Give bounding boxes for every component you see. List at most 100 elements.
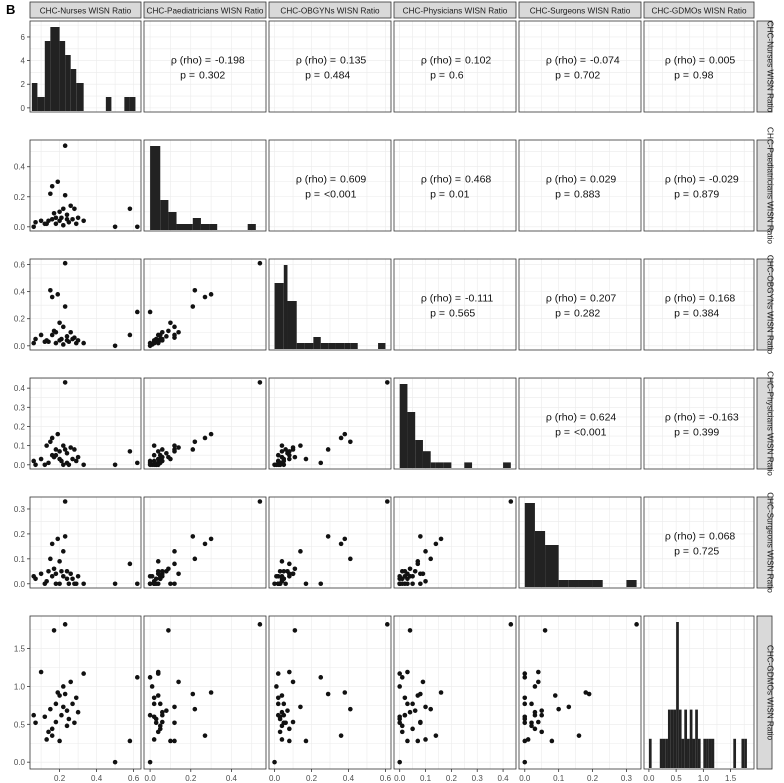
scatter-point [48, 191, 53, 197]
p-value: 0.484 [324, 70, 350, 82]
scatter-point [157, 701, 163, 707]
scatter-point [202, 541, 208, 547]
rho-value: -0.029 [709, 174, 739, 186]
scatter-point [292, 454, 298, 460]
cell-border [643, 496, 755, 589]
scatter-point [192, 706, 198, 712]
column-strip-label: CHC-GDMOs WISN Ratio [651, 7, 747, 16]
scatter-point [127, 332, 133, 338]
cell-border [643, 20, 755, 113]
rho-value: 0.468 [465, 174, 491, 186]
scatter-point [172, 449, 177, 454]
histogram-bar [443, 462, 452, 468]
scatter-point [318, 460, 324, 466]
scatter-point [61, 206, 66, 212]
scatter-point [202, 294, 208, 300]
scatter-point [385, 499, 390, 504]
scatter-point [164, 708, 169, 713]
scatter-point [160, 568, 165, 574]
cell-r3-c3 [393, 377, 517, 470]
cell-background [644, 21, 754, 112]
y-axis-row-5: 0.0 0.5 1.0 1.5 [14, 645, 30, 767]
scatter-point [112, 343, 118, 349]
scatter-point [168, 456, 173, 462]
histogram-bar [31, 83, 38, 111]
scatter-point [164, 568, 169, 574]
p-value: 0.883 [574, 189, 600, 201]
scatter-point [539, 729, 545, 735]
p-label: p = [430, 70, 445, 82]
scatter-point [64, 334, 70, 339]
scatter-point [112, 224, 118, 230]
scatter-point [318, 581, 324, 587]
x-tick-label: 0.0 [394, 774, 406, 783]
scatter-point [64, 723, 70, 729]
rho-label: ρ (rho) = [546, 55, 586, 67]
histogram-bar [667, 709, 671, 768]
x-axis-col-2: 0.0 0.2 0.4 0.6 [269, 769, 392, 783]
cell-r3-c5: ρ (rho) = -0.163 p = 0.399 [643, 377, 755, 470]
scatter-point [46, 339, 51, 345]
scatter-point [75, 338, 81, 343]
scatter-point [49, 332, 55, 338]
cell-r1-c1 [143, 139, 267, 232]
scatter-point [151, 581, 157, 587]
histogram-bar [283, 265, 288, 349]
scatter-point [49, 541, 55, 547]
x-tick-label: 0.6 [380, 774, 392, 783]
scatter-point [62, 192, 68, 198]
scatter-point [522, 716, 528, 722]
scatter-point [57, 581, 62, 587]
scatter-point [529, 701, 534, 707]
scatter-point [168, 581, 173, 587]
rho-label: ρ (rho) = [421, 55, 461, 67]
scatter-point [49, 183, 55, 189]
scatter-point [33, 219, 38, 225]
histogram-bar [684, 709, 688, 768]
panel-label: B [6, 2, 15, 17]
scatter-point [423, 704, 428, 710]
cell-r2-c2 [268, 258, 392, 351]
histogram-bar [706, 738, 709, 768]
scatter-point [536, 719, 541, 725]
histogram-bar [464, 462, 473, 468]
scatter-point [70, 216, 75, 222]
scatter-point [283, 720, 288, 726]
cell-border [143, 496, 267, 589]
cell-r1-c3: ρ (rho) = 0.468 p = 0.01 [393, 139, 517, 232]
rho-value: 0.102 [465, 55, 491, 67]
scatter-point [402, 568, 408, 574]
scatter-point [38, 669, 44, 675]
scatter-point [397, 684, 402, 689]
row-strip-label: CHC-Physicians WISN Ratio [766, 371, 775, 476]
scatter-point [418, 691, 423, 697]
scatter-point [31, 712, 36, 718]
scatter-point [61, 573, 66, 579]
scatter-point [549, 738, 555, 744]
y-tick-label: 0.2 [14, 422, 26, 431]
scatter-point [275, 458, 281, 464]
rho-value: -0.074 [590, 55, 620, 67]
histogram-bar [534, 531, 546, 587]
p-label: p = [555, 189, 570, 201]
scatter-point [46, 568, 51, 574]
cell-r0-c3: ρ (rho) = 0.102 p = 0.6 [393, 20, 517, 113]
scatter-point [73, 458, 79, 464]
scatter-point [552, 693, 558, 698]
scatter-point [348, 439, 353, 445]
scatter-point [38, 456, 44, 462]
histogram-bar [176, 224, 193, 230]
cell-r1-c4: ρ (rho) = 0.029 p = 0.883 [518, 139, 642, 232]
histogram-bar [503, 462, 511, 468]
histogram-bar [65, 55, 71, 111]
cell-border [268, 496, 392, 589]
x-axis-col-0: 0.2 0.4 0.6 [54, 769, 140, 783]
cell-background [519, 140, 641, 231]
scatter-point [70, 701, 75, 707]
scatter-point [192, 287, 198, 293]
histogram-bar [296, 343, 305, 349]
row-strip-5: CHC-GDMOs WISN Ratio [756, 615, 775, 770]
x-tick-label: 0.2 [185, 774, 197, 783]
scatter-point [272, 581, 277, 587]
scatter-point [72, 447, 77, 452]
